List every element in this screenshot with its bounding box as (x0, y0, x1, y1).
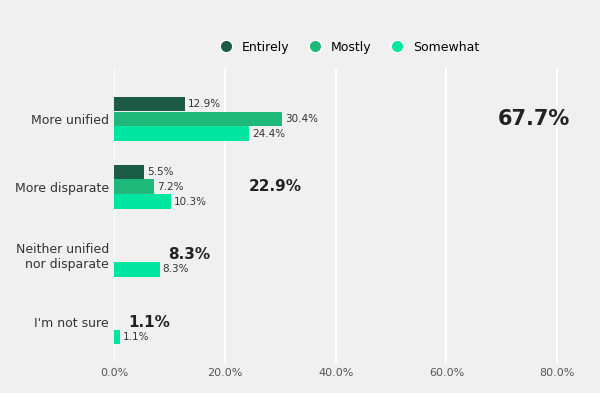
Bar (114, 180, 154, 194)
Text: 8.3%: 8.3% (168, 247, 211, 262)
Text: 1.1%: 1.1% (123, 332, 149, 342)
Bar (114, 262, 160, 277)
Bar (114, 195, 171, 209)
Text: 24.4%: 24.4% (252, 129, 285, 139)
Text: 5.5%: 5.5% (147, 167, 174, 176)
Text: 8.3%: 8.3% (163, 264, 189, 274)
Text: 10.3%: 10.3% (174, 196, 207, 206)
Bar (114, 112, 283, 126)
Text: 22.9%: 22.9% (249, 179, 302, 194)
Bar (114, 127, 249, 141)
Text: 1.1%: 1.1% (128, 315, 170, 330)
Text: 67.7%: 67.7% (497, 109, 569, 129)
Bar (114, 165, 145, 179)
Text: 7.2%: 7.2% (157, 182, 183, 191)
Bar (114, 330, 120, 344)
Text: 30.4%: 30.4% (285, 114, 318, 124)
Legend: Entirely, Mostly, Somewhat: Entirely, Mostly, Somewhat (215, 36, 484, 59)
Text: 12.9%: 12.9% (188, 99, 221, 109)
Bar (114, 97, 185, 111)
